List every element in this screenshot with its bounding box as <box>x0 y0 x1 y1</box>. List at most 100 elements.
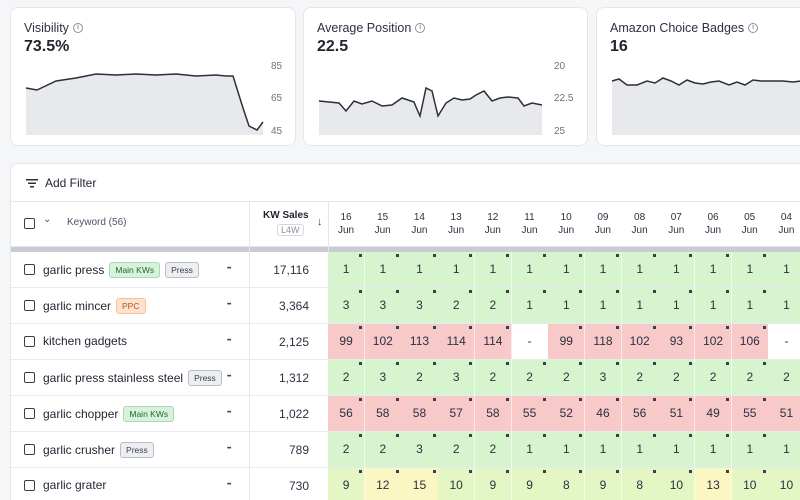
keyword-cell[interactable]: kitchen gadgets <box>43 334 127 348</box>
rank-cell[interactable]: 56 <box>621 396 659 431</box>
rank-cell[interactable]: 58 <box>364 396 402 431</box>
rank-cell[interactable]: 2 <box>768 360 800 395</box>
rank-cell[interactable]: 114 <box>438 324 476 359</box>
rank-cell[interactable]: 49 <box>695 396 733 431</box>
rank-cell[interactable]: 1 <box>584 252 623 287</box>
rank-cell[interactable]: 15 <box>401 468 439 500</box>
rank-cell[interactable]: 2 <box>658 360 696 395</box>
rank-cell[interactable]: 1 <box>328 252 366 287</box>
date-column-header[interactable]: 09 Jun <box>585 211 621 237</box>
row-checkbox[interactable] <box>24 480 35 491</box>
rank-cell[interactable]: 1 <box>731 432 769 467</box>
keyword-cell[interactable]: garlic chopper Main KWs <box>43 406 175 422</box>
rank-cell[interactable]: 52 <box>548 396 586 431</box>
rank-cell[interactable]: 10 <box>731 468 769 500</box>
date-column-header[interactable]: 07 Jun <box>658 211 694 237</box>
row-checkbox[interactable] <box>24 264 35 275</box>
rank-cell[interactable]: 2 <box>364 432 402 467</box>
table-row[interactable]: garlic mincer PPC ••• 3,364 3 3 3 2 2 1 1 1 1 1 1 1 1 <box>11 288 800 324</box>
rank-cell[interactable]: 46 <box>584 396 623 431</box>
info-icon[interactable]: i <box>748 23 759 33</box>
date-column-header[interactable]: 16 Jun <box>328 211 364 237</box>
more-options-icon[interactable]: ••• <box>227 482 231 488</box>
rank-cell[interactable]: 51 <box>768 396 800 431</box>
table-row[interactable]: garlic press Main KWs Press ••• 17,116 1 1 1 1 1 1… <box>11 252 800 288</box>
rank-cell[interactable]: 118 <box>584 324 623 359</box>
rank-cell[interactable]: 1 <box>511 252 549 287</box>
rank-cell[interactable]: 3 <box>401 288 439 323</box>
rank-cell[interactable]: 10 <box>768 468 800 500</box>
rank-cell[interactable]: 1 <box>548 252 586 287</box>
rank-cell[interactable]: 1 <box>548 288 586 323</box>
rank-cell[interactable]: 2 <box>731 360 769 395</box>
date-column-header[interactable]: 12 Jun <box>475 211 511 237</box>
rank-cell[interactable]: 2 <box>438 288 476 323</box>
keyword-cell[interactable]: garlic press stainless steel Press <box>43 370 222 386</box>
sales-period-badge[interactable]: L4W <box>277 224 304 236</box>
date-column-header[interactable]: 13 Jun <box>438 211 474 237</box>
rank-cell[interactable]: 3 <box>328 288 366 323</box>
date-column-header[interactable]: 10 Jun <box>548 211 584 237</box>
rank-cell[interactable]: 114 <box>474 324 512 359</box>
rank-cell[interactable]: 10 <box>658 468 696 500</box>
rank-cell[interactable]: 1 <box>658 252 696 287</box>
rank-cell[interactable]: 3 <box>438 360 476 395</box>
add-filter-button[interactable]: Add Filter <box>11 164 800 202</box>
rank-cell[interactable]: 2 <box>474 360 512 395</box>
rank-cell[interactable]: 13 <box>695 468 733 500</box>
rank-cell[interactable]: 51 <box>658 396 696 431</box>
rank-cell[interactable]: 1 <box>658 432 696 467</box>
more-options-icon[interactable]: ••• <box>227 302 231 308</box>
keyword-cell[interactable]: garlic mincer PPC <box>43 298 146 314</box>
rank-cell[interactable]: 9 <box>474 468 512 500</box>
rank-cell[interactable]: 1 <box>768 288 800 323</box>
rank-cell[interactable]: 10 <box>438 468 476 500</box>
rank-cell[interactable]: 1 <box>768 432 800 467</box>
rank-cell[interactable]: 57 <box>438 396 476 431</box>
rank-cell[interactable]: 1 <box>621 252 659 287</box>
rank-cell[interactable]: 1 <box>584 288 623 323</box>
rank-cell[interactable]: 102 <box>695 324 733 359</box>
rank-cell[interactable]: 1 <box>438 252 476 287</box>
rank-cell[interactable]: 12 <box>364 468 402 500</box>
rank-cell[interactable]: 2 <box>438 432 476 467</box>
rank-cell[interactable]: 1 <box>621 432 659 467</box>
date-column-header[interactable]: 15 Jun <box>365 211 401 237</box>
table-row[interactable]: kitchen gadgets ••• 2,125 99 102 113 114 114 - 99… <box>11 324 800 360</box>
rank-cell[interactable]: 1 <box>731 288 769 323</box>
rank-cell[interactable]: 8 <box>548 468 586 500</box>
rank-cell[interactable]: 102 <box>364 324 402 359</box>
table-row[interactable]: garlic press stainless steel Press ••• 1,31… <box>11 360 800 396</box>
rank-cell[interactable]: 2 <box>474 288 512 323</box>
rank-cell[interactable]: 2 <box>511 360 549 395</box>
date-column-header[interactable]: 14 Jun <box>401 211 437 237</box>
rank-cell[interactable]: 2 <box>401 360 439 395</box>
rank-cell[interactable]: 2 <box>548 360 586 395</box>
keyword-cell[interactable]: garlic crusher Press <box>43 442 154 458</box>
rank-cell[interactable]: 1 <box>621 288 659 323</box>
rank-cell[interactable]: 1 <box>474 252 512 287</box>
more-options-icon[interactable]: ••• <box>227 374 231 380</box>
rank-cell[interactable]: 1 <box>658 288 696 323</box>
more-options-icon[interactable]: ••• <box>227 266 231 272</box>
row-checkbox[interactable] <box>24 372 35 383</box>
chevron-down-icon[interactable]: ⌄ <box>43 214 52 225</box>
keyword-column-header[interactable]: Keyword (56) <box>67 217 127 228</box>
rank-cell[interactable]: - <box>511 324 549 359</box>
keyword-cell[interactable]: garlic press Main KWs Press <box>43 262 199 278</box>
info-icon[interactable]: i <box>72 23 83 33</box>
kw-sales-column-header[interactable]: KW Sales <box>263 210 309 221</box>
rank-cell[interactable]: 106 <box>731 324 769 359</box>
info-icon[interactable]: i <box>415 23 426 33</box>
rank-cell[interactable]: 3 <box>401 432 439 467</box>
rank-cell[interactable]: 1 <box>695 252 733 287</box>
rank-cell[interactable]: 99 <box>548 324 586 359</box>
more-options-icon[interactable]: ••• <box>227 338 231 344</box>
more-options-icon[interactable]: ••• <box>227 446 231 452</box>
rank-cell[interactable]: 93 <box>658 324 696 359</box>
rank-cell[interactable]: 8 <box>621 468 659 500</box>
rank-cell[interactable]: 102 <box>621 324 659 359</box>
row-checkbox[interactable] <box>24 336 35 347</box>
table-row[interactable]: garlic chopper Main KWs ••• 1,022 56 58 58 57 58… <box>11 396 800 432</box>
rank-cell[interactable]: 2 <box>621 360 659 395</box>
